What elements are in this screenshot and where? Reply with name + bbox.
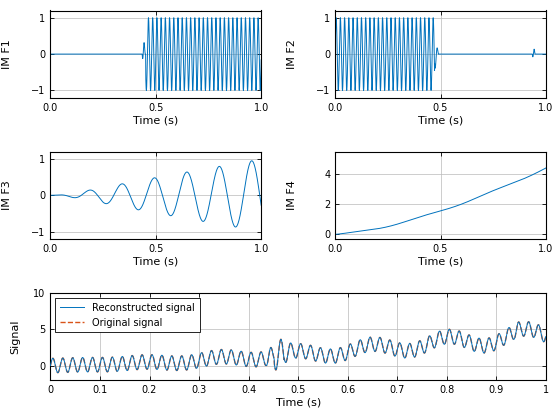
Original signal: [288, 341, 295, 346]
Y-axis label: IM F3: IM F3: [2, 181, 12, 210]
Legend: Reconstructed signal, Original signal: Reconstructed signal, Original signal: [55, 298, 200, 332]
Reconstructed signal: [529, 331, 535, 336]
Original signal: [47, 363, 54, 368]
Reconstructed signal: [288, 341, 295, 346]
Original signal: [543, 334, 549, 339]
Reconstructed signal: [525, 319, 532, 324]
Reconstructed signal: [73, 366, 80, 371]
Reconstructed signal: [437, 331, 444, 336]
Original signal: [525, 319, 532, 324]
X-axis label: Time (s): Time (s): [276, 398, 321, 408]
Reconstructed signal: [54, 370, 61, 375]
Reconstructed signal: [528, 329, 535, 334]
Y-axis label: IM F4: IM F4: [287, 180, 297, 210]
X-axis label: Time (s): Time (s): [133, 257, 179, 267]
Reconstructed signal: [47, 363, 54, 368]
Original signal: [54, 370, 61, 375]
Original signal: [73, 366, 80, 371]
Original signal: [528, 329, 535, 334]
Y-axis label: Signal: Signal: [11, 319, 21, 354]
X-axis label: Time (s): Time (s): [418, 116, 463, 125]
Reconstructed signal: [275, 352, 282, 357]
Y-axis label: IM F1: IM F1: [2, 39, 12, 69]
Y-axis label: IM F2: IM F2: [287, 39, 297, 69]
Reconstructed signal: [543, 334, 549, 339]
X-axis label: Time (s): Time (s): [133, 116, 179, 125]
Line: Reconstructed signal: Reconstructed signal: [50, 322, 546, 373]
Original signal: [437, 331, 444, 336]
X-axis label: Time (s): Time (s): [418, 257, 463, 267]
Line: Original signal: Original signal: [50, 322, 546, 373]
Original signal: [275, 352, 282, 357]
Original signal: [529, 331, 535, 336]
